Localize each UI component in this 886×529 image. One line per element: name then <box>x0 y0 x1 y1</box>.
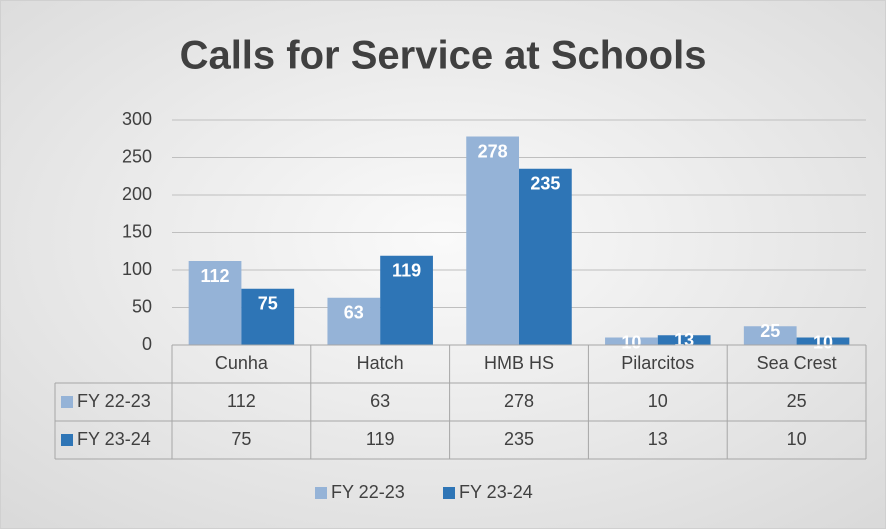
table-cell: 25 <box>787 391 807 411</box>
legend-key <box>443 487 455 499</box>
data-label: 10 <box>813 332 833 352</box>
x-tick-label: Sea Crest <box>757 353 837 373</box>
bar <box>380 255 433 345</box>
table-legend-key <box>61 434 73 446</box>
data-label: 278 <box>478 141 508 161</box>
table-cell: 119 <box>366 429 395 449</box>
x-tick-label: Pilarcitos <box>621 353 694 373</box>
x-tick-label: Cunha <box>215 353 269 373</box>
data-label: 10 <box>621 332 641 352</box>
data-label: 25 <box>760 321 780 341</box>
y-tick-label: 50 <box>132 296 152 316</box>
bar <box>519 168 572 345</box>
y-tick-label: 0 <box>142 334 152 354</box>
bar <box>605 337 658 345</box>
data-label: 13 <box>674 330 694 350</box>
legend-label: FY 23-24 <box>459 482 533 502</box>
table-cell: 75 <box>231 429 251 449</box>
bar <box>796 337 850 345</box>
table-cell: 10 <box>648 391 668 411</box>
table-series-name: FY 23-24 <box>77 429 151 449</box>
table-cell: 10 <box>787 429 807 449</box>
table-cell: 13 <box>648 429 668 449</box>
chart-title: Calls for Service at Schools <box>180 34 707 78</box>
x-tick-label: Hatch <box>357 353 404 373</box>
y-tick-label: 300 <box>122 109 152 129</box>
data-label: 63 <box>344 303 364 323</box>
table-cell: 112 <box>227 391 256 411</box>
x-tick-label: HMB HS <box>484 353 554 373</box>
legend-key <box>315 487 327 499</box>
table-cell: 278 <box>504 391 534 411</box>
y-tick-label: 100 <box>122 259 152 279</box>
y-tick-label: 250 <box>122 146 152 166</box>
data-label: 235 <box>530 174 560 194</box>
data-label: 75 <box>258 294 278 314</box>
table-legend-key <box>61 396 73 408</box>
table-cell: 63 <box>370 391 390 411</box>
bar <box>657 335 711 345</box>
y-tick-label: 200 <box>122 184 152 204</box>
bar <box>188 261 242 345</box>
bar <box>466 136 519 345</box>
legend-label: FY 22-23 <box>331 482 405 502</box>
bar <box>327 297 381 345</box>
table-cell: 235 <box>504 429 534 449</box>
data-label: 112 <box>201 266 230 286</box>
bar <box>743 326 797 345</box>
bar <box>241 288 295 345</box>
y-tick-label: 150 <box>122 221 152 241</box>
data-label: 119 <box>392 261 421 281</box>
table-series-name: FY 22-23 <box>77 391 151 411</box>
